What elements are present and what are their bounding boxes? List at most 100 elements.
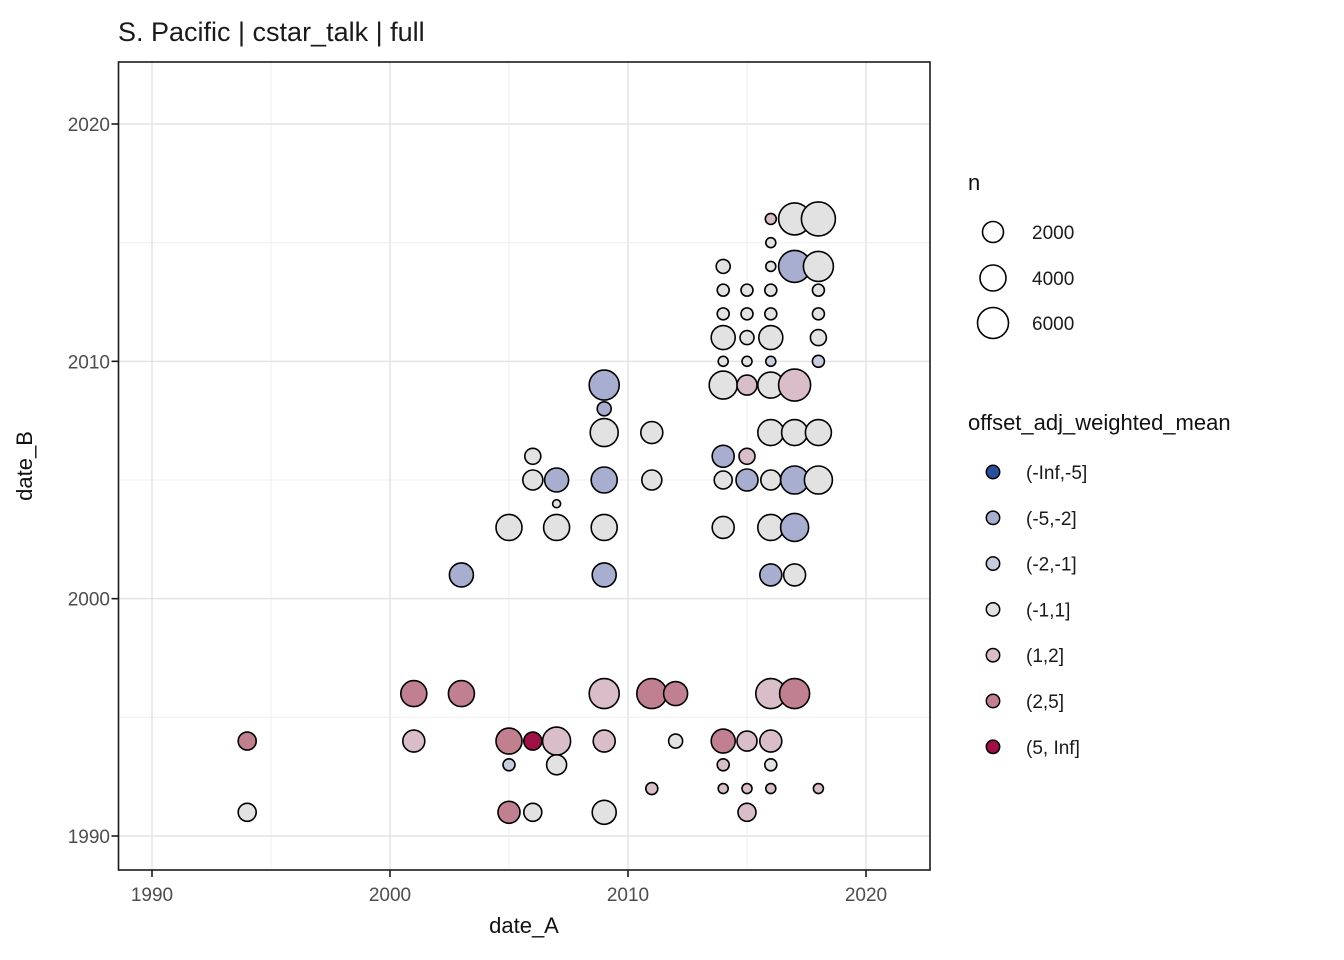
data-point (639, 420, 664, 445)
data-point (523, 447, 542, 466)
x-axis-title: date_A (489, 913, 559, 938)
data-point (640, 469, 663, 491)
data-point (764, 236, 777, 249)
data-point (644, 781, 659, 796)
data-point (737, 802, 757, 823)
color-legend-label: (5, Inf] (1026, 738, 1080, 759)
size-legend-title: n (968, 170, 980, 195)
x-tick-label: 1990 (131, 885, 173, 906)
color-legend-dot (985, 693, 1001, 709)
data-point (447, 679, 476, 708)
y-tick-label: 2020 (68, 115, 110, 136)
data-point (399, 679, 428, 708)
data-point (542, 513, 571, 542)
data-point (716, 307, 731, 321)
y-tick-label: 1990 (68, 827, 110, 848)
data-point (764, 355, 777, 368)
data-point (590, 466, 619, 494)
data-point (782, 563, 807, 587)
data-point (800, 201, 837, 237)
data-point (811, 307, 826, 321)
data-point (735, 468, 759, 492)
data-point (759, 469, 782, 491)
data-point (764, 260, 777, 273)
data-point (522, 802, 543, 823)
y-tick-label: 2010 (68, 352, 110, 373)
x-tick-label: 2010 (607, 885, 649, 906)
color-legend-dot (985, 647, 1001, 663)
data-point (741, 355, 753, 368)
color-legend-title: offset_adj_weighted_mean (968, 410, 1231, 435)
axis-tick-labels: 1990 2000 2010 2020 1990 2000 2010 2020 (68, 115, 887, 906)
data-point (237, 731, 257, 751)
data-point (711, 515, 736, 540)
data-point (591, 562, 618, 588)
data-point (809, 328, 828, 347)
data-point (448, 562, 475, 588)
data-point (736, 374, 758, 396)
data-point (763, 283, 778, 297)
color-legend-label: (-5,-2] (1026, 509, 1077, 530)
data-point (710, 728, 737, 754)
data-point (812, 782, 825, 795)
x-tick-label: 2020 (845, 885, 887, 906)
data-point (758, 563, 783, 587)
y-tick-label: 2000 (68, 590, 110, 611)
data-point (592, 729, 617, 753)
data-point (541, 726, 572, 756)
data-point (521, 469, 544, 491)
data-point (717, 355, 730, 368)
data-point (590, 513, 619, 542)
data-point (497, 800, 521, 825)
data-point (589, 417, 620, 448)
data-point (708, 370, 739, 400)
data-point (711, 444, 736, 469)
data-point (716, 757, 731, 772)
color-legend-label: (2,5] (1026, 692, 1064, 713)
data-point (591, 799, 618, 826)
data-point (758, 729, 783, 753)
data-point (778, 677, 811, 710)
data-point (667, 733, 684, 749)
data-point (739, 329, 755, 346)
x-tick-label: 2000 (369, 885, 411, 906)
size-legend-label: 6000 (1032, 314, 1074, 335)
data-point (716, 283, 731, 297)
data-point (804, 418, 833, 447)
data-point (756, 418, 785, 447)
data-point (736, 730, 758, 752)
panel-border (117, 61, 931, 871)
data-point (713, 470, 734, 490)
data-point (757, 324, 784, 351)
size-legend-label: 2000 (1032, 223, 1074, 244)
data-point (779, 512, 810, 543)
color-legend-dot (985, 556, 1001, 572)
color-legend-dot (985, 464, 1001, 480)
data-point (740, 307, 754, 321)
data-point (802, 250, 835, 283)
data-point (495, 727, 523, 755)
data-point (596, 400, 613, 417)
data-point (545, 753, 568, 776)
chart-title: S. Pacific | cstar_talk | full (118, 17, 425, 47)
color-legend-dot (985, 739, 1001, 755)
data-point (811, 354, 826, 369)
data-point (502, 757, 516, 772)
y-axis-title: date_B (12, 431, 37, 501)
data-point (740, 283, 754, 297)
data-point (551, 498, 562, 509)
color-legend-label: (-1,1] (1026, 600, 1070, 621)
color-legend: (-Inf,-5] (-5,-2] (-2,-1] (-1,1] (1,2] (2,5] (… (985, 463, 1087, 759)
color-legend-dot (985, 601, 1001, 617)
data-point (635, 677, 668, 710)
data-point (777, 368, 812, 402)
data-point (741, 782, 753, 795)
color-legend-label: (-2,-1] (1026, 555, 1077, 576)
size-legend-label: 4000 (1032, 269, 1074, 290)
data-point (710, 324, 737, 351)
color-legend-label: (-Inf,-5] (1026, 463, 1087, 484)
data-point (764, 782, 777, 795)
data-point (715, 258, 732, 275)
color-legend-label: (1,2] (1026, 646, 1064, 667)
